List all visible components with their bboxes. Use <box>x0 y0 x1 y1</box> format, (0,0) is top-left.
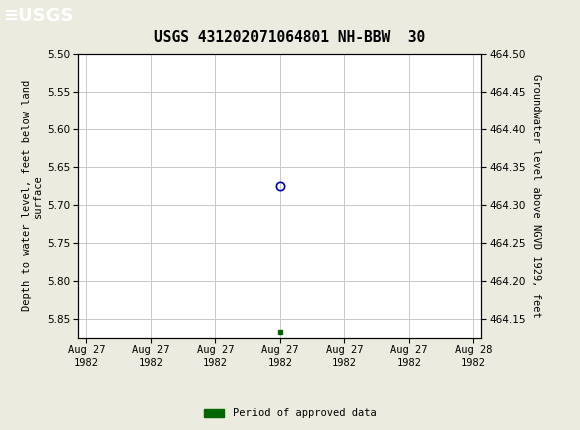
Text: ≡USGS: ≡USGS <box>3 7 74 25</box>
Y-axis label: Depth to water level, feet below land
surface: Depth to water level, feet below land su… <box>21 80 44 311</box>
Legend: Period of approved data: Period of approved data <box>200 404 380 423</box>
Text: USGS 431202071064801 NH-BBW  30: USGS 431202071064801 NH-BBW 30 <box>154 30 426 45</box>
Y-axis label: Groundwater level above NGVD 1929, feet: Groundwater level above NGVD 1929, feet <box>531 74 541 317</box>
